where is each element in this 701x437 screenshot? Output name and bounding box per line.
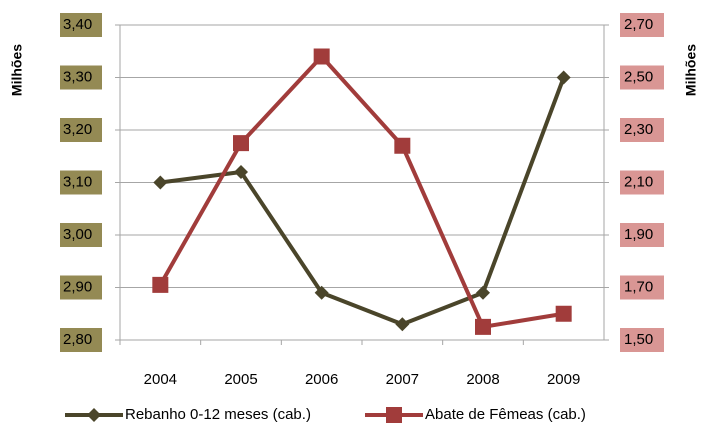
y-tick-label: 2,90	[63, 278, 92, 295]
y-tick-label: 3,20	[63, 121, 92, 138]
point	[395, 317, 410, 332]
y-tick-box	[60, 170, 102, 195]
y-tick-box	[60, 65, 102, 90]
x-tick-label: 2005	[224, 371, 257, 388]
y2-tick-box	[620, 118, 664, 142]
y-tick-box	[60, 275, 102, 300]
y2-tick-box	[620, 223, 664, 247]
y-tick-box	[60, 328, 102, 352]
y2-tick-label: 2,10	[624, 173, 653, 190]
y2-axis-label: Milhões	[683, 44, 699, 96]
point	[556, 70, 571, 85]
y2-tick-label: 1,90	[624, 226, 653, 243]
y2-tick-label: 1,50	[624, 331, 653, 348]
y2-tick-box	[620, 13, 664, 37]
x-tick-label: 2006	[305, 371, 338, 388]
point	[234, 165, 248, 179]
y2-tick-label: 2,50	[624, 68, 653, 85]
y2-tick-box	[620, 328, 664, 352]
y-tick-label: 2,80	[63, 331, 92, 348]
y2-tick-box	[620, 170, 664, 195]
y-tick-label: 3,40	[63, 16, 92, 33]
legend-label: Abate de Fêmeas (cab.)	[425, 406, 586, 423]
legend-marker	[386, 407, 402, 423]
y2-tick-box	[620, 65, 664, 90]
series-line	[160, 76, 566, 327]
y-tick-label: 3,30	[63, 68, 92, 85]
point	[394, 137, 411, 154]
point	[152, 276, 169, 293]
x-tick-label: 2004	[144, 371, 177, 388]
y2-tick-box	[620, 275, 664, 300]
y-tick-box	[60, 13, 102, 37]
point	[555, 305, 572, 322]
point	[233, 135, 249, 152]
series-line	[158, 54, 564, 329]
point	[313, 48, 330, 65]
y-tick-box	[60, 223, 102, 247]
y-tick-label: 3,00	[63, 226, 92, 243]
y2-tick-label: 2,70	[624, 16, 653, 33]
y2-tick-label: 1,70	[624, 278, 653, 295]
y2-tick-label: 2,30	[624, 121, 653, 138]
y-tick-label: 3,10	[63, 173, 92, 190]
x-tick-label: 2007	[386, 371, 419, 388]
legend-marker	[87, 408, 101, 422]
x-tick-label: 2008	[466, 371, 499, 388]
x-tick-label: 2009	[547, 371, 580, 388]
y-tick-box	[60, 118, 102, 142]
legend-label: Rebanho 0-12 meses (cab.)	[125, 406, 311, 423]
point	[153, 175, 168, 190]
point	[475, 318, 491, 335]
y-axis-label: Milhões	[9, 44, 25, 96]
point	[314, 285, 329, 300]
point	[476, 285, 490, 300]
